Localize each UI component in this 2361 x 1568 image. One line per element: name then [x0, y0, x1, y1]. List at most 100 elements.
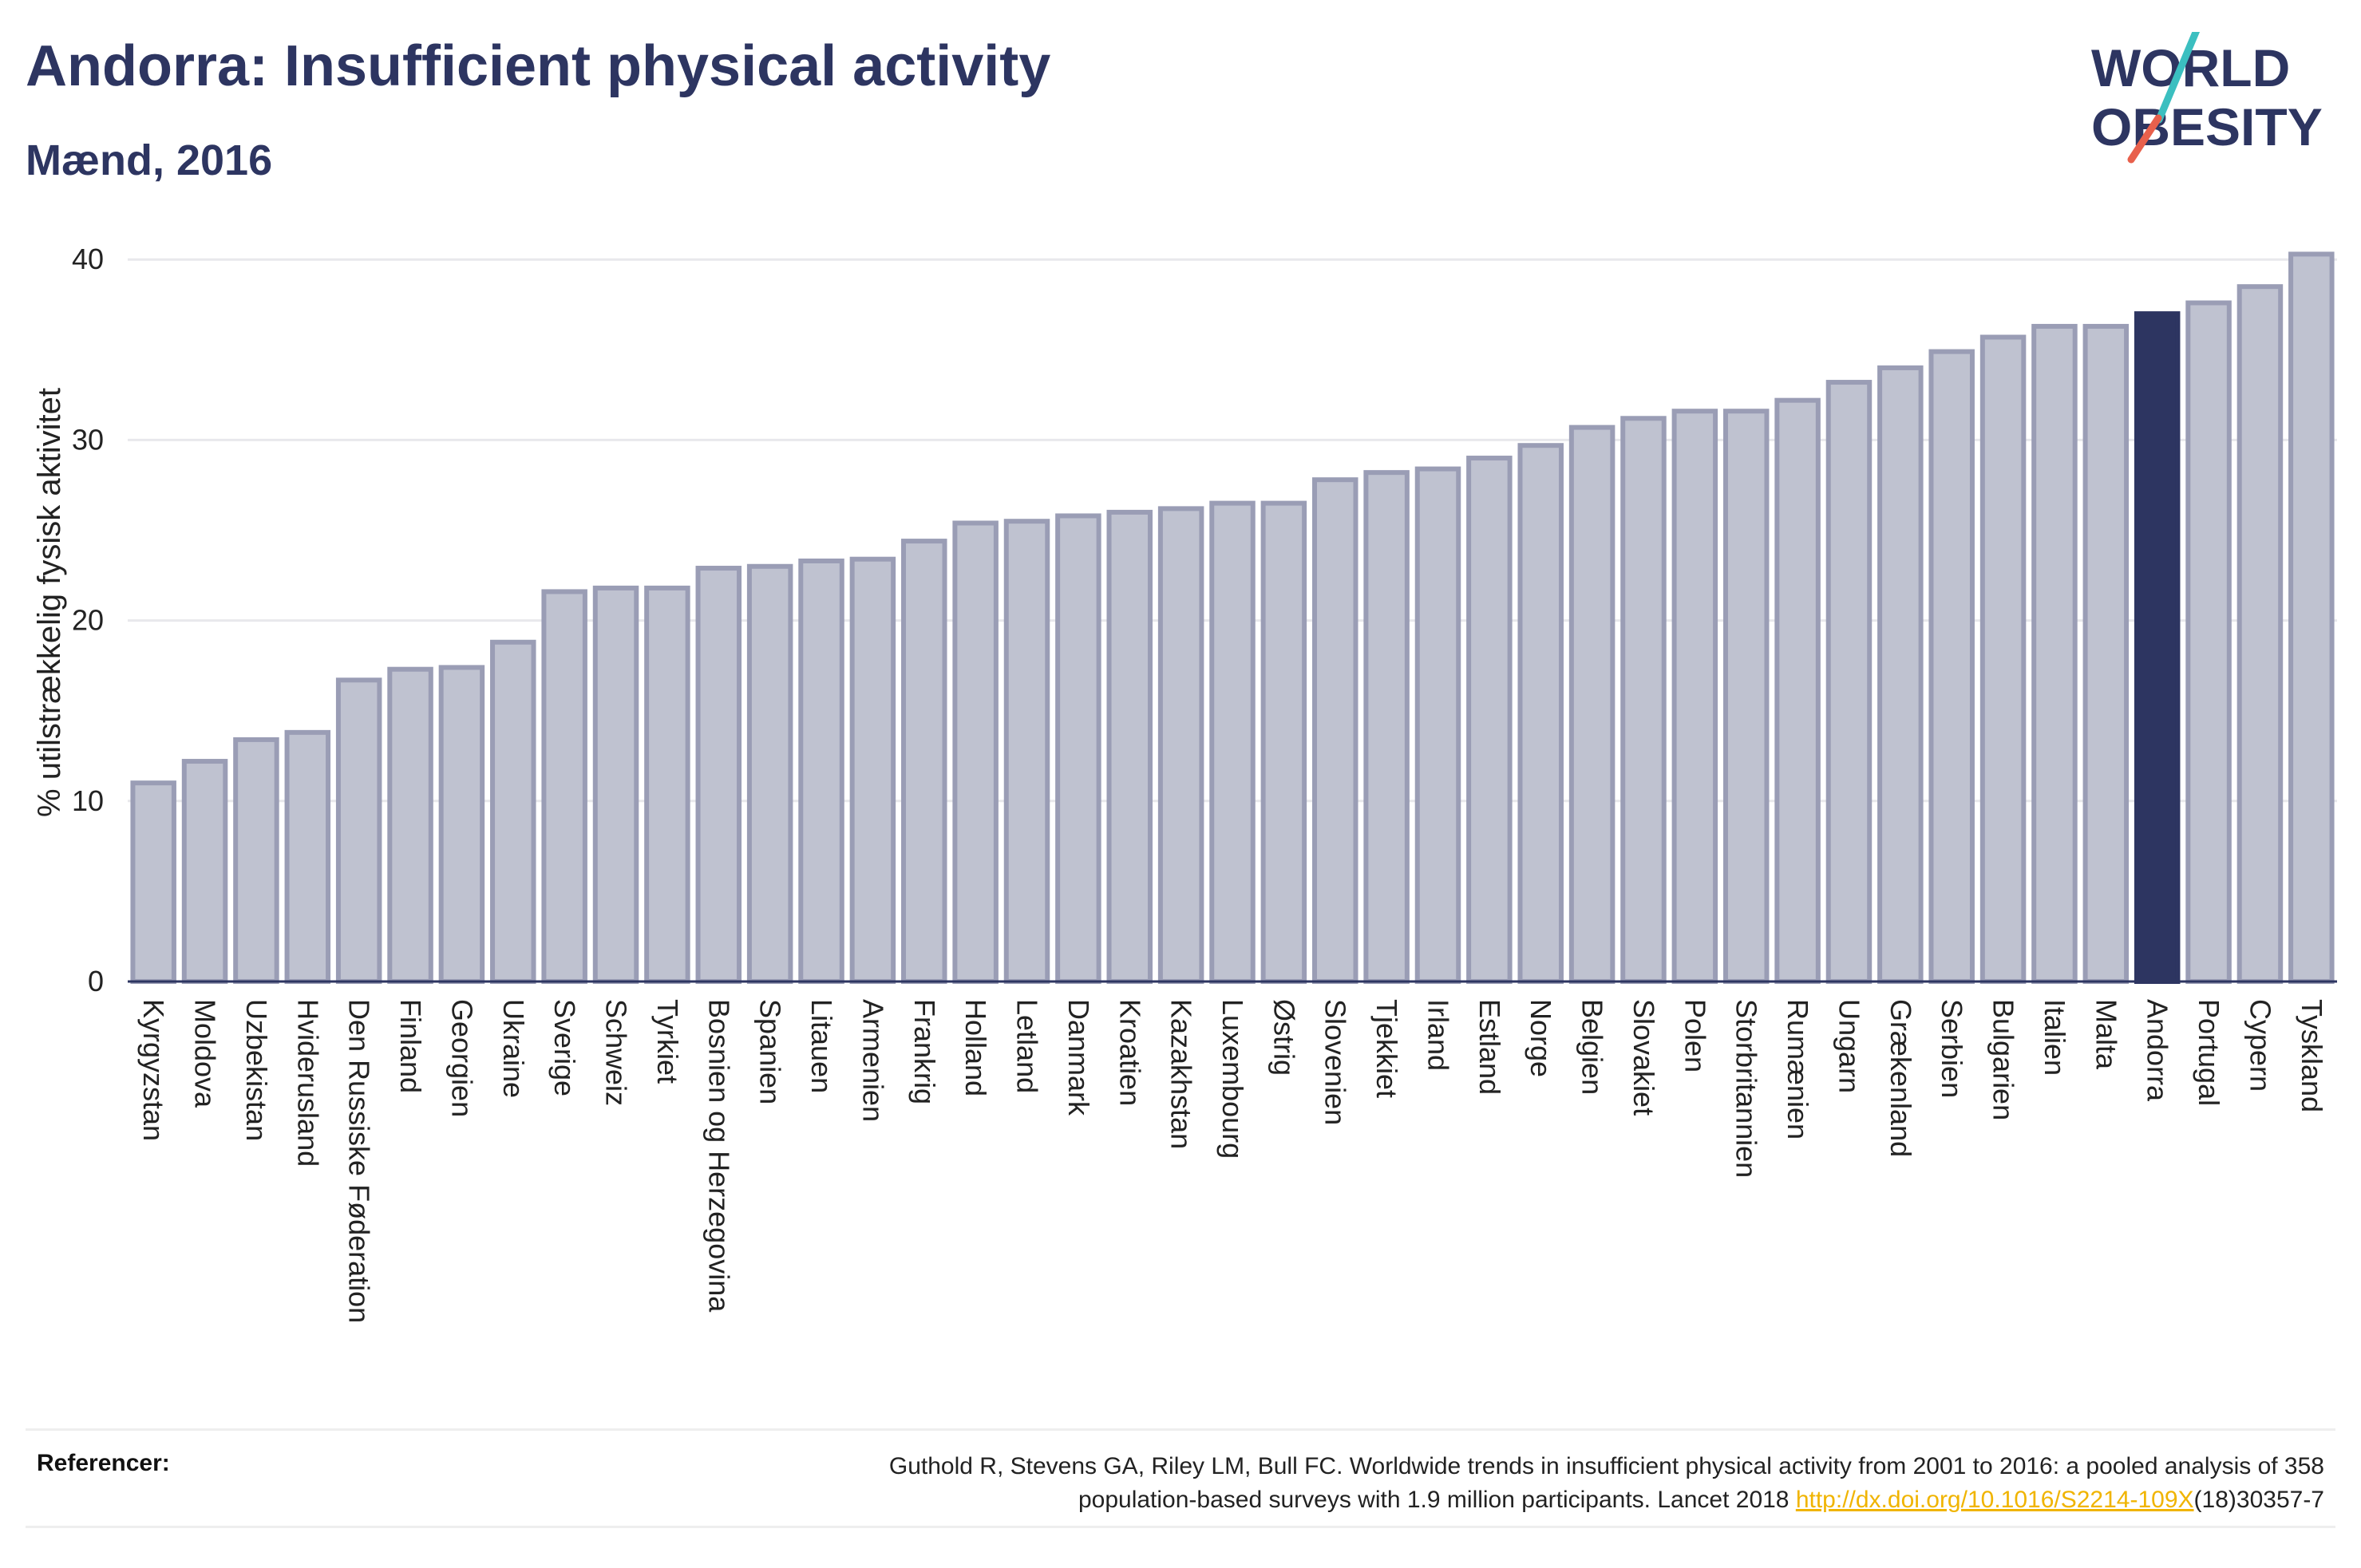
bar — [1363, 470, 1410, 984]
bar — [335, 677, 382, 984]
bar — [1877, 365, 1924, 984]
x-tick-label: Uzbekistan — [240, 999, 273, 1141]
x-tick-label: Østrig — [1268, 999, 1300, 1076]
x-tick-label: Storbritannien — [1730, 999, 1763, 1178]
bar — [901, 539, 947, 984]
references-divider-top — [26, 1428, 2335, 1431]
reference-line-2-post: (18)30357-7 — [2193, 1487, 2324, 1513]
y-tick-label: 20 — [72, 604, 104, 637]
y-tick-label: 10 — [72, 784, 104, 817]
x-tick-label: Holland — [959, 999, 992, 1096]
x-tick-label: Sverige — [548, 999, 581, 1096]
bar — [1671, 409, 1718, 984]
y-tick-label: 30 — [72, 423, 104, 456]
x-tick-label: Hviderusland — [291, 999, 324, 1167]
bar — [130, 780, 176, 985]
bar — [2185, 300, 2232, 984]
bar — [1157, 506, 1204, 984]
x-tick-label: Tyskland — [2296, 999, 2328, 1112]
chart-subtitle: Mænd, 2016 — [26, 136, 273, 184]
bar — [849, 556, 896, 984]
x-tick-label: Slovenien — [1319, 999, 1352, 1125]
x-tick-label: Kyrgyzstan — [137, 999, 170, 1141]
bar — [1003, 519, 1050, 984]
y-tick-label: 0 — [88, 965, 104, 997]
bar — [2082, 323, 2130, 984]
x-tick-label: Irland — [1422, 999, 1454, 1071]
y-axis-label: % utilstrækkelig fysisk aktivitet — [32, 388, 67, 817]
x-tick-label: Polen — [1679, 999, 1711, 1072]
x-tick-label: Finland — [394, 999, 427, 1093]
x-tick-label: Rumænien — [1782, 999, 1814, 1139]
bar — [2236, 284, 2284, 984]
bar — [1260, 500, 1307, 984]
bar — [541, 589, 587, 985]
x-tick-label: Malta — [2090, 999, 2122, 1070]
bar — [1928, 349, 1975, 985]
bar — [592, 585, 639, 985]
x-tick-label: Luxembourg — [1216, 999, 1249, 1159]
bar — [644, 585, 690, 985]
x-tick-label: Slovakiet — [1627, 999, 1660, 1116]
x-tick-label: Estland — [1473, 999, 1506, 1095]
bar — [2031, 323, 2078, 984]
bar — [1620, 416, 1667, 984]
x-tick-label: Tyrkiet — [651, 999, 684, 1084]
reference-line-1: Guthold R, Stevens GA, Riley LM, Bull FC… — [888, 1453, 2324, 1479]
x-tick-label: Litauen — [805, 999, 838, 1093]
bar — [1311, 477, 1358, 984]
x-tick-label: Schweiz — [600, 999, 633, 1106]
x-tick-label: Tjekkiet — [1370, 999, 1403, 1098]
bar — [952, 520, 999, 984]
x-tick-label: Cypern — [2244, 999, 2276, 1092]
x-tick-label: Moldova — [189, 999, 222, 1108]
bar — [1106, 509, 1153, 984]
x-tick-label: Ungarn — [1833, 999, 1865, 1093]
references-divider-bottom — [26, 1526, 2335, 1528]
x-tick-label: Belgien — [1576, 999, 1609, 1095]
x-tick-label: Letland — [1011, 999, 1044, 1093]
x-tick-label: Frankrig — [908, 999, 941, 1104]
x-tick-label: Den Russiske Føderation — [343, 999, 376, 1323]
x-tick-label: Kroatien — [1113, 999, 1146, 1106]
bar — [1722, 409, 1770, 984]
bar — [695, 566, 742, 984]
logo-line2: OBESITY — [2091, 97, 2323, 156]
bar — [1466, 456, 1513, 984]
world-obesity-logo: WORLD OBESITY — [2091, 32, 2323, 164]
bar — [2288, 251, 2335, 984]
bar — [387, 666, 433, 984]
x-tick-label: Andorra — [2142, 999, 2174, 1102]
x-tick-label: Spanien — [754, 999, 787, 1104]
x-tick-label: Georgien — [445, 999, 478, 1117]
reference-doi-link[interactable]: http://dx.doi.org/10.1016/S2214-109X — [1795, 1487, 2194, 1513]
references-label: Referencer: — [37, 1450, 170, 1476]
x-tick-label: Ukraine — [497, 999, 530, 1098]
bar — [490, 639, 536, 984]
bar — [1414, 466, 1461, 984]
bar-chart: 0 10 20 30 40 % utilstrækkelig fysisk aktivit… — [32, 243, 2337, 1323]
x-tick-label: Serbien — [1936, 999, 1968, 1098]
x-tick-label: Norge — [1525, 999, 1557, 1077]
reference-line-2-pre: population-based surveys with 1.9 millio… — [1078, 1487, 1796, 1513]
bar — [798, 558, 844, 984]
chart-title: Andorra: Insufficient physical activity — [26, 34, 1051, 98]
bar — [1517, 443, 1564, 984]
y-tick-label: 40 — [72, 243, 104, 275]
x-tick-label: Bosnien og Herzegovina — [702, 999, 735, 1313]
x-tick-label: Danmark — [1062, 999, 1095, 1116]
x-tick-label: Armenien — [856, 999, 889, 1122]
bar — [438, 665, 485, 985]
references-text: Guthold R, Stevens GA, Riley LM, Bull FC… — [488, 1450, 2324, 1517]
bar — [1055, 513, 1101, 984]
logo-slash-red — [2127, 114, 2162, 164]
x-tick-label: Italien — [2039, 999, 2071, 1076]
x-tick-label: Bulgarien — [1987, 999, 2020, 1120]
x-tick-label: Kazakhstan — [1165, 999, 1198, 1149]
bar — [1979, 334, 2027, 984]
bar — [1209, 500, 1256, 984]
bar — [1825, 380, 1873, 984]
x-tick-label: Portugal — [2193, 999, 2225, 1106]
reference-line-2: population-based surveys with 1.9 millio… — [488, 1483, 2324, 1517]
bar — [284, 729, 331, 984]
